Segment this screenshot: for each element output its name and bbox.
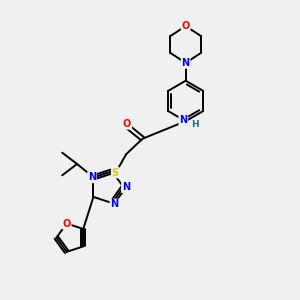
Text: O: O [182, 21, 190, 31]
Text: N: N [110, 200, 118, 209]
Text: O: O [62, 218, 71, 229]
Text: S: S [112, 168, 119, 178]
Text: O: O [123, 119, 131, 129]
Text: H: H [191, 120, 199, 129]
Text: N: N [88, 172, 96, 182]
Text: N: N [179, 115, 188, 125]
Text: N: N [122, 182, 130, 192]
Text: N: N [182, 58, 190, 68]
